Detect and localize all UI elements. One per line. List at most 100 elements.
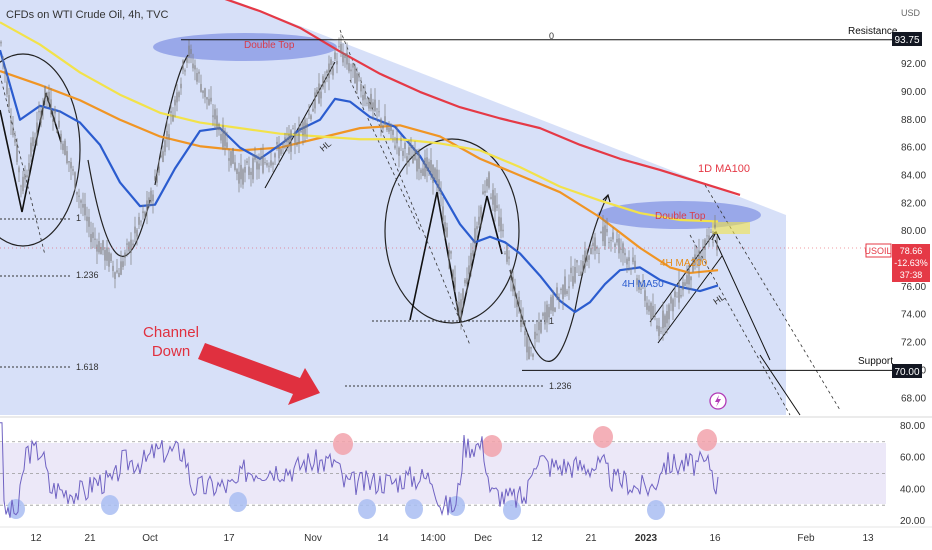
candle-body: [352, 63, 354, 68]
candle-body: [156, 175, 158, 183]
candle-body: [328, 63, 330, 79]
candle-body: [190, 49, 192, 54]
candle-body: [640, 288, 642, 290]
double-top-label-2: Double Top: [655, 211, 706, 222]
candle-body: [632, 257, 634, 262]
candle-body: [334, 52, 336, 60]
candle-body: [392, 129, 394, 135]
candle-body: [258, 163, 260, 170]
price-tick-label: 86.00: [901, 143, 926, 154]
candle-body: [86, 216, 88, 222]
channel-down-label-line1: Channel: [143, 324, 199, 341]
candle-body: [356, 73, 358, 91]
time-tick-label: Oct: [142, 533, 158, 544]
candle-body: [590, 247, 592, 255]
candle-body: [402, 150, 404, 156]
candle-body: [76, 191, 78, 195]
fib-1-label-left: 1: [76, 213, 81, 223]
candle-body: [24, 174, 26, 180]
candle-body: [408, 147, 410, 155]
rsi-axis[interactable]: 20.00 40.00 60.00 80.00: [0, 421, 925, 527]
candle-body: [418, 151, 420, 169]
candle-body: [646, 302, 648, 310]
candle-body: [450, 251, 452, 254]
candle-body: [46, 92, 48, 97]
candle-body: [92, 232, 94, 239]
symbol-label: USOIL: [864, 246, 891, 256]
rsi-overbought-marker: [333, 433, 353, 455]
lightning-icon[interactable]: [709, 392, 727, 410]
candle-body: [316, 89, 318, 95]
candle-body: [490, 197, 492, 199]
candle-body: [696, 259, 698, 262]
candle-body: [80, 200, 82, 203]
candle-body: [436, 169, 438, 183]
candle-body: [366, 102, 368, 104]
candle-body: [338, 46, 340, 47]
candle-body: [54, 108, 56, 114]
time-tick-label: Nov: [304, 533, 322, 544]
candle-body: [166, 130, 168, 137]
candle-body: [410, 147, 412, 149]
price-tick-label: 82.00: [901, 198, 926, 209]
candle-body: [576, 259, 578, 263]
candle-body: [196, 73, 198, 82]
fib-1-label-mid: 1: [549, 316, 554, 326]
candle-body: [58, 120, 60, 128]
arrow-head: [602, 193, 611, 203]
time-tick-label: Feb: [797, 533, 815, 544]
time-tick-label: Dec: [474, 533, 492, 544]
candle-body: [108, 252, 110, 267]
candle-body: [118, 272, 120, 277]
candle-body: [666, 311, 668, 324]
candle-body: [26, 175, 28, 178]
time-axis[interactable]: 12 21 Oct 17 Nov 14 14:00 Dec 12 21 2023 16 Feb 13: [0, 526, 932, 544]
candle-body: [430, 160, 432, 173]
candle-body: [448, 249, 450, 260]
candle-body: [622, 243, 624, 254]
candle-body: [320, 91, 322, 99]
candle-body: [606, 228, 608, 233]
candle-body: [594, 237, 596, 251]
zigzag-path: [409, 191, 503, 323]
candle-body: [676, 296, 678, 298]
candle-body: [170, 110, 172, 114]
candle-body: [10, 120, 12, 123]
candle-body: [714, 224, 716, 228]
candle-body: [570, 267, 572, 274]
candle-body: [114, 272, 116, 280]
candle-body: [62, 143, 64, 151]
candle-body: [40, 111, 42, 123]
candle-body: [688, 265, 690, 285]
price-tick-label: 88.00: [901, 115, 926, 126]
candle-body: [648, 305, 650, 312]
candle-body: [578, 274, 580, 276]
candle-body: [216, 115, 218, 130]
candle-body: [82, 204, 84, 208]
candle-body: [566, 290, 568, 294]
candle-body: [626, 258, 628, 265]
candle-body: [212, 115, 214, 118]
ma-line-4h-ma50: [0, 49, 719, 314]
candle-body: [236, 169, 238, 174]
candle-body: [416, 158, 418, 172]
candle-body: [682, 282, 684, 291]
candle-body: [480, 206, 482, 218]
price-tick-label: 84.00: [901, 170, 926, 181]
candle-body: [222, 125, 224, 148]
candle-body: [132, 243, 134, 246]
rsi-line: [0, 422, 719, 518]
price-tick-label: 74.00: [901, 310, 926, 321]
candle-body: [662, 310, 664, 329]
resistance-tag: 93.75: [892, 32, 922, 46]
candle-body: [472, 250, 474, 256]
candle-body: [148, 197, 150, 207]
candle-body: [376, 108, 378, 110]
candle-body: [348, 63, 350, 72]
ma-line-1d-ma100: [224, 0, 741, 197]
candle-body: [252, 158, 254, 180]
candle-body: [50, 99, 52, 115]
candle-body: [12, 127, 14, 136]
candle-body: [256, 161, 258, 170]
candle-body: [228, 158, 230, 161]
